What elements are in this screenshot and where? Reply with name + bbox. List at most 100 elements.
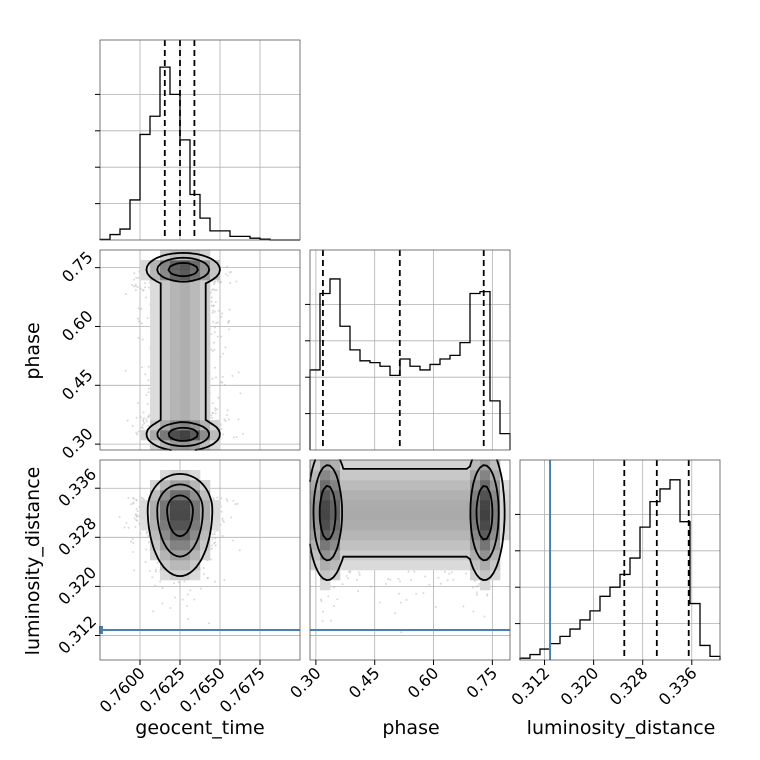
density-panel-phase-vs-luminosity_distance [309,459,511,634]
sample-point [225,498,228,501]
sample-point [462,605,465,608]
sample-point [142,419,145,422]
density-cell [190,350,201,361]
sample-point [224,346,227,349]
sample-point [211,533,214,536]
sample-point [147,365,150,368]
sample-point [174,596,177,599]
sample-point [221,352,224,355]
sample-point [134,525,137,528]
density-cell [190,280,201,291]
sample-point [210,296,213,299]
sample-point [214,300,217,303]
sample-point [118,515,121,518]
sample-point [136,402,139,405]
sample-point [212,309,215,312]
sample-point [357,571,360,574]
density-cell [160,330,171,341]
sample-point [130,503,133,506]
sample-point [148,541,151,544]
sample-point [424,575,427,578]
sample-point [235,280,238,283]
sample-point [137,430,140,433]
sample-point [211,377,214,380]
sample-point [141,289,144,292]
sample-point [138,515,141,518]
sample-point [220,427,223,430]
sample-point [136,317,139,320]
density-cell [150,390,161,401]
density-cell [170,320,181,331]
density-cell [150,270,161,281]
sample-point [223,384,226,387]
sample-point [186,605,189,608]
density-cell [160,430,171,441]
sample-point [221,517,224,520]
sample-point [228,418,231,421]
sample-point [132,541,135,544]
sample-point [136,510,139,513]
sample-point [221,381,224,384]
sample-point [222,520,225,523]
sample-point [133,569,136,572]
sample-point [215,322,218,325]
sample-point [389,578,392,581]
sample-point [211,311,214,314]
sample-point [132,285,135,288]
sample-point [211,417,214,420]
sample-point [130,540,133,543]
sample-point [399,601,402,604]
sample-point [369,585,372,588]
density-cell [150,420,161,431]
sample-point [137,307,140,310]
sample-point [230,516,233,519]
sample-point [472,610,475,613]
sample-point [136,519,139,522]
sample-point [212,304,215,307]
sample-point [144,282,147,285]
sample-point [214,407,217,410]
density-cell [180,500,191,511]
density-cell [170,280,181,291]
sample-point [130,283,133,286]
sample-point [214,544,217,547]
sample-point [214,580,217,583]
sample-point [211,538,214,541]
sample-point [327,595,330,598]
sample-point [147,391,150,394]
sample-point [141,338,144,341]
density-cell [180,250,191,261]
density-cell [150,350,161,361]
density-cell [170,540,181,551]
sample-point [428,583,431,586]
sample-point [132,502,135,505]
density-cell [170,390,181,401]
density-cell [200,420,211,431]
density-cell [160,300,171,311]
density-cell [170,410,181,421]
density-cell [180,540,191,551]
sample-point [321,620,324,623]
density-cell [190,390,201,401]
sample-point [145,418,148,421]
sample-point [145,532,148,535]
density-cell [160,290,171,301]
density-cell [150,260,161,271]
sample-point [237,418,240,421]
sample-point [208,622,211,625]
sample-point [437,576,440,579]
sample-point [131,497,134,500]
sample-point [238,549,241,552]
sample-point [125,521,128,524]
sample-point [235,435,238,438]
sample-point [224,272,227,275]
sample-point [475,585,478,588]
sample-point [378,601,381,604]
sample-point [231,374,234,377]
sample-point [139,416,142,419]
sample-point [137,276,140,279]
contour-geocent_time-vs-phase-2 [167,262,199,442]
sample-point [410,578,413,581]
sample-point [133,272,136,275]
density-layer [118,250,511,634]
